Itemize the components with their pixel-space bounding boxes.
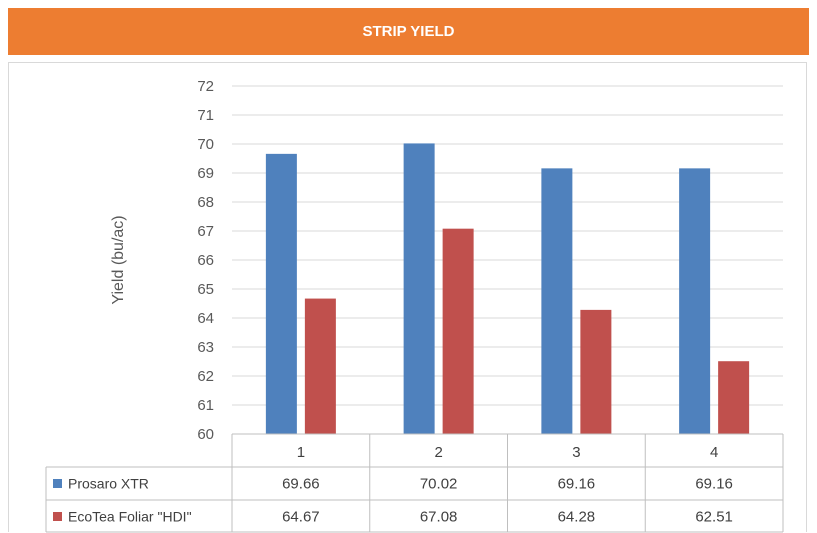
y-tick-label: 72 bbox=[197, 78, 214, 95]
y-tick-label: 65 bbox=[197, 281, 214, 298]
data-label: 62.51 bbox=[695, 509, 733, 526]
bar bbox=[580, 309, 612, 434]
bar bbox=[679, 168, 711, 435]
legend-label: Prosaro XTR bbox=[68, 476, 149, 492]
data-label: 67.08 bbox=[420, 509, 458, 526]
bar bbox=[442, 228, 474, 434]
data-label: 64.67 bbox=[282, 509, 320, 526]
legend-label: EcoTea Foliar "HDI" bbox=[68, 509, 192, 525]
chart-frame bbox=[8, 62, 807, 532]
bar bbox=[718, 361, 750, 434]
x-tick-label: 4 bbox=[710, 444, 718, 461]
legend-key bbox=[53, 512, 62, 521]
data-label: 69.16 bbox=[558, 476, 596, 493]
x-tick-label: 2 bbox=[434, 444, 442, 461]
x-tick-label: 1 bbox=[297, 444, 305, 461]
bar bbox=[265, 153, 297, 435]
y-tick-label: 66 bbox=[197, 252, 214, 269]
chart-title: STRIP YIELD bbox=[362, 23, 455, 40]
y-tick-label: 71 bbox=[197, 107, 214, 124]
bar bbox=[304, 298, 336, 434]
y-tick-label: 60 bbox=[197, 426, 214, 443]
y-tick-label: 69 bbox=[197, 165, 214, 182]
y-tick-label: 64 bbox=[197, 310, 214, 327]
y-tick-label: 62 bbox=[197, 368, 214, 385]
data-label: 69.16 bbox=[695, 476, 733, 493]
chart-title-bar: STRIP YIELD bbox=[8, 8, 809, 55]
y-tick-label: 63 bbox=[197, 339, 214, 356]
data-label: 70.02 bbox=[420, 476, 458, 493]
y-tick-label: 61 bbox=[197, 397, 214, 414]
y-tick-label: 67 bbox=[197, 223, 214, 240]
bar bbox=[403, 143, 435, 435]
x-tick-label: 3 bbox=[572, 444, 580, 461]
legend-key bbox=[53, 479, 62, 488]
y-axis-label: Yield (bu/ac) bbox=[110, 215, 127, 304]
y-tick-label: 68 bbox=[197, 194, 214, 211]
bar bbox=[541, 168, 573, 435]
y-tick-label: 70 bbox=[197, 136, 214, 153]
data-label: 69.66 bbox=[282, 476, 320, 493]
data-label: 64.28 bbox=[558, 509, 596, 526]
